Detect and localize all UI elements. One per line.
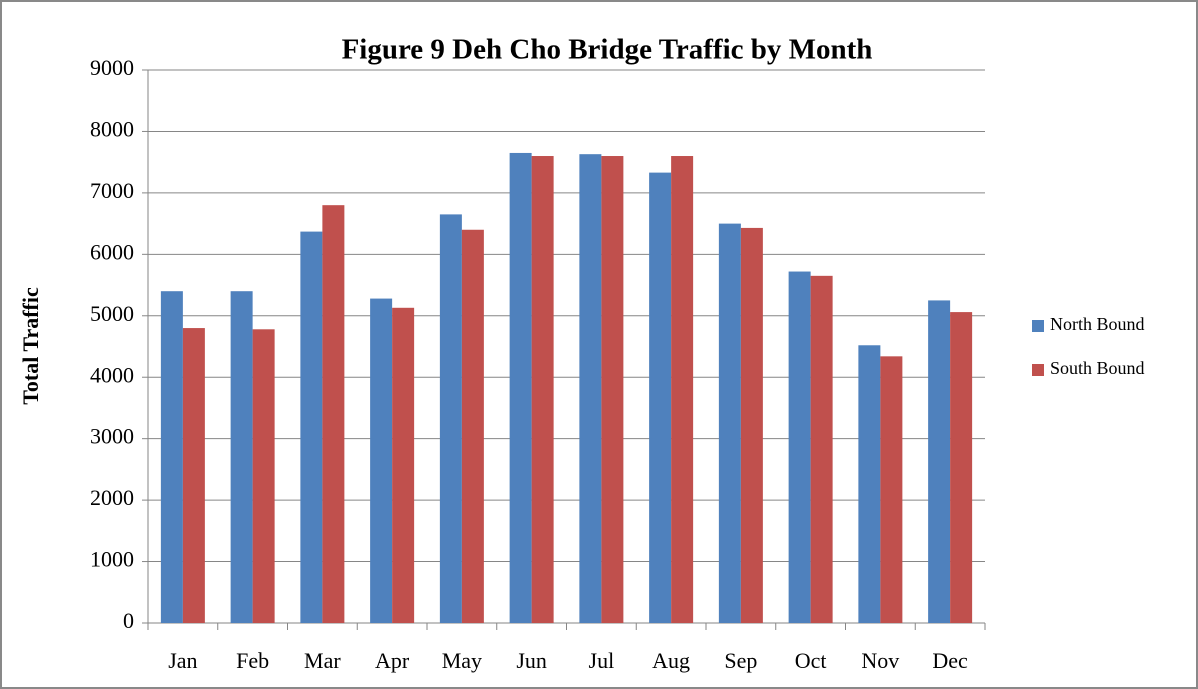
- legend-swatch: [1032, 320, 1044, 332]
- x-tick-label: Aug: [652, 648, 690, 673]
- x-tick-label: Mar: [304, 648, 341, 673]
- bar: [509, 152, 532, 623]
- legend-swatch: [1032, 364, 1044, 376]
- x-tick-label: Jan: [168, 648, 197, 673]
- bar: [300, 231, 323, 624]
- y-axis-label: Total Traffic: [18, 287, 43, 405]
- y-tick-label: 2000: [90, 485, 134, 510]
- bar: [810, 275, 833, 623]
- bar: [461, 229, 484, 623]
- x-tick-label: Apr: [375, 648, 410, 673]
- y-tick-label: 8000: [90, 116, 134, 141]
- bar: [392, 307, 415, 623]
- bar: [928, 300, 951, 623]
- y-tick-label: 0: [123, 608, 134, 633]
- y-tick-label: 1000: [90, 547, 134, 572]
- x-tick-label: Feb: [236, 648, 269, 673]
- bar: [671, 156, 694, 623]
- y-tick-label: 5000: [90, 301, 134, 326]
- bar: [740, 227, 763, 623]
- x-tick-label: Sep: [724, 648, 757, 673]
- bar: [950, 312, 973, 623]
- bar: [322, 205, 345, 623]
- x-tick-label: Dec: [932, 648, 968, 673]
- y-tick-label: 3000: [90, 424, 134, 449]
- bar: [252, 329, 275, 623]
- x-tick-label: May: [442, 648, 482, 673]
- bar: [601, 156, 624, 623]
- y-tick-label: 7000: [90, 178, 134, 203]
- bar: [718, 223, 741, 623]
- y-tick-label: 9000: [90, 55, 134, 80]
- bar: [649, 172, 672, 623]
- x-tick-label: Jul: [589, 648, 615, 673]
- y-tick-label: 4000: [90, 362, 134, 387]
- bar: [880, 356, 903, 623]
- bar: [230, 291, 253, 623]
- bar: [579, 154, 602, 623]
- y-tick-label: 6000: [90, 239, 134, 264]
- x-tick-label: Oct: [795, 648, 827, 673]
- bar: [182, 328, 205, 623]
- bar: [160, 291, 183, 623]
- bar: [531, 156, 554, 623]
- legend-label: North Bound: [1050, 314, 1145, 334]
- bar: [858, 345, 881, 623]
- x-tick-label: Jun: [516, 648, 547, 673]
- legend-label: South Bound: [1050, 358, 1145, 378]
- bar: [439, 214, 462, 623]
- chart-title: Figure 9 Deh Cho Bridge Traffic by Month: [342, 34, 873, 66]
- x-tick-label: Nov: [861, 648, 899, 673]
- bar: [788, 271, 811, 623]
- bar: [370, 298, 393, 623]
